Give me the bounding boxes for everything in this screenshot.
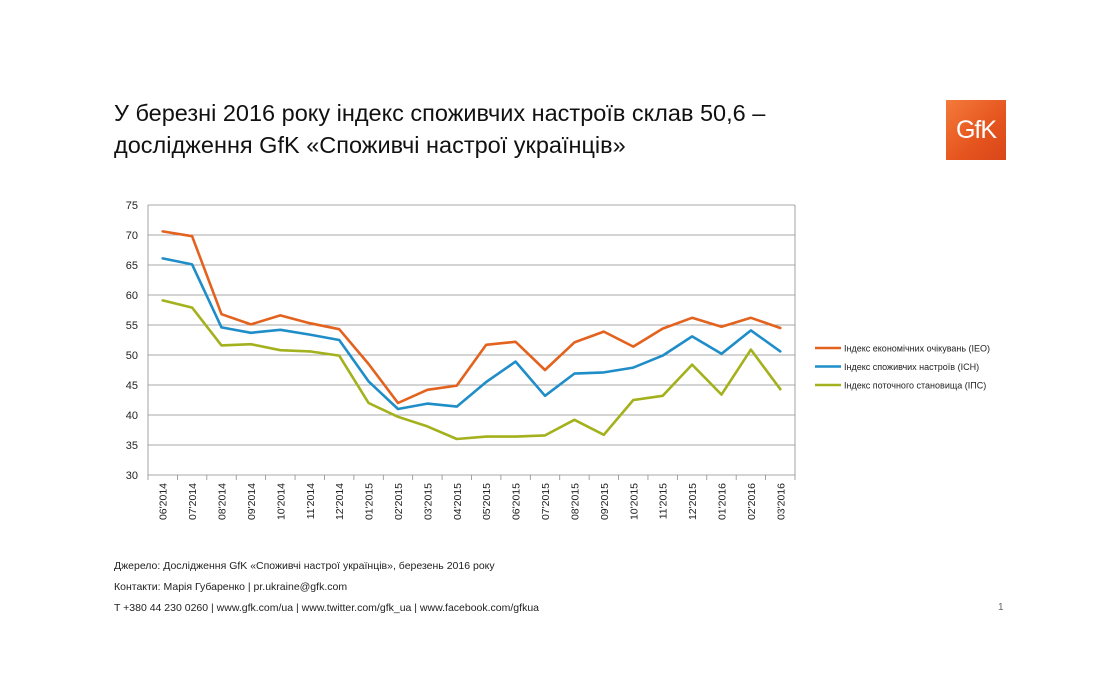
x-tick-label: 09'2014 <box>246 483 258 520</box>
series-line-1 <box>161 230 782 405</box>
x-tick-label: 01'2015 <box>364 483 376 520</box>
gfk-logo-text: GfK <box>955 115 997 144</box>
x-tick-label: 11'2015 <box>658 483 670 519</box>
links-note: T +380 44 230 0260 | www.gfk.com/ua | ww… <box>114 602 539 614</box>
y-tick-label: 55 <box>126 320 138 332</box>
x-tick-label: 02'2015 <box>393 483 405 520</box>
y-tick-label: 60 <box>126 290 138 302</box>
x-tick-label: 02'2016 <box>746 483 758 520</box>
title-line-2: дослідження GfK «Споживчі настрої україн… <box>114 132 626 158</box>
x-tick-label: 06'2014 <box>158 483 170 520</box>
x-tick-label: 08'2015 <box>569 483 581 520</box>
y-tick-label: 50 <box>126 350 138 362</box>
gfk-logo: GfK <box>946 100 1006 160</box>
legend-label: Індекс поточного становища (ІПС) <box>844 381 986 391</box>
x-tick-label: 11'2014 <box>305 483 317 519</box>
contacts-note: Контакти: Марія Губаренко | pr.ukraine@g… <box>114 581 348 593</box>
page-title: У березні 2016 року індекс споживчих нас… <box>114 97 914 161</box>
x-tick-label: 03'2015 <box>422 483 434 520</box>
x-tick-label: 05'2015 <box>481 483 493 520</box>
y-tick-label: 70 <box>126 230 138 242</box>
x-tick-label: 12'2015 <box>687 483 699 520</box>
y-tick-label: 45 <box>126 380 138 392</box>
x-tick-label: 08'2014 <box>217 483 229 520</box>
y-tick-label: 75 <box>126 200 138 212</box>
title-line-1: У березні 2016 року індекс споживчих нас… <box>114 100 766 126</box>
y-tick-label: 35 <box>126 440 138 452</box>
series-line-3 <box>161 299 782 441</box>
x-tick-label: 07'2014 <box>187 483 199 520</box>
x-tick-label: 01'2016 <box>716 483 728 520</box>
y-tick-label: 40 <box>126 410 138 422</box>
legend-label: Індекс економічних очікувань (ІЕО) <box>844 344 990 354</box>
x-tick-label: 12'2014 <box>334 483 346 520</box>
y-tick-label: 65 <box>126 260 138 272</box>
x-tick-label: 06'2015 <box>511 483 523 520</box>
x-tick-label: 07'2015 <box>540 483 552 520</box>
y-tick-label: 30 <box>126 470 138 482</box>
series-line-2 <box>161 257 782 411</box>
x-tick-label: 10'2014 <box>275 483 287 520</box>
legend-label: Індекс споживчих настроїв (ІСН) <box>844 362 979 372</box>
x-tick-label: 03'2016 <box>775 483 787 520</box>
x-tick-label: 10'2015 <box>628 483 640 520</box>
x-tick-label: 04'2015 <box>452 483 464 520</box>
x-tick-label: 09'2015 <box>599 483 611 520</box>
source-note: Джерело: Дослідження GfK «Споживчі настр… <box>114 560 495 572</box>
page-number: 1 <box>998 602 1004 613</box>
